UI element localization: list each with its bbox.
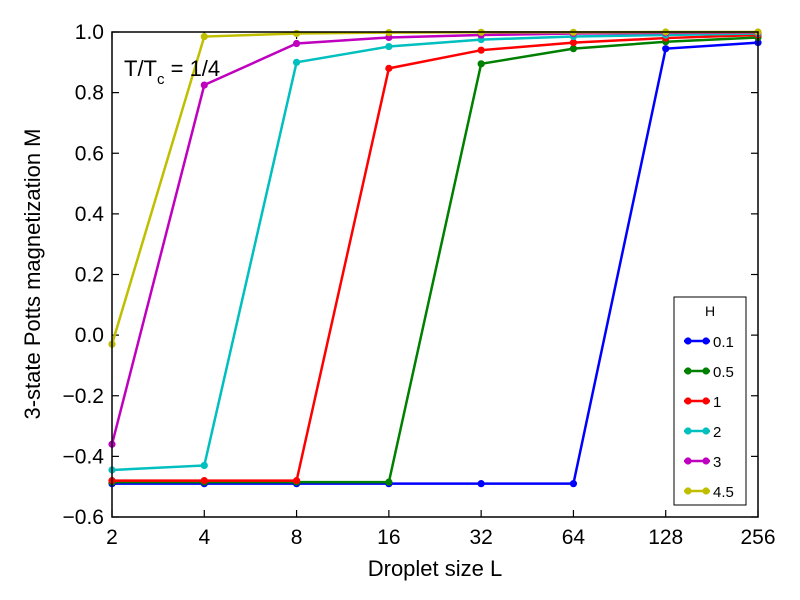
data-point xyxy=(292,477,301,485)
series-line xyxy=(111,32,759,472)
legend-swatch-marker xyxy=(684,487,692,495)
y-tick-label: −0.4 xyxy=(63,445,105,468)
legend-swatch-marker xyxy=(684,427,692,435)
data-point xyxy=(200,32,208,41)
data-point xyxy=(292,58,301,66)
annotation-tail: = 1/4 xyxy=(165,56,221,81)
legend-swatch-marker xyxy=(684,367,692,375)
data-point xyxy=(200,81,208,89)
data-point xyxy=(662,45,670,53)
y-tick-label: −0.6 xyxy=(63,506,104,529)
y-tick-label: 0.4 xyxy=(75,203,105,226)
legend-swatch-marker xyxy=(684,457,692,465)
legend-item: 2 xyxy=(684,424,721,441)
series-0-1 xyxy=(108,39,762,488)
data-point xyxy=(292,29,301,38)
x-tick-label: 16 xyxy=(377,526,400,549)
data-point xyxy=(477,480,485,488)
legend-label: 0.1 xyxy=(713,334,734,351)
temperature-annotation: T/Tc = 1/4 xyxy=(124,56,220,88)
series-line xyxy=(112,33,759,482)
data-point xyxy=(569,480,578,488)
data-point xyxy=(477,46,485,54)
legend-label: 3 xyxy=(713,454,721,471)
legend-label: 0.5 xyxy=(713,364,734,381)
data-point xyxy=(569,45,578,53)
annotation-subscript: c xyxy=(157,71,165,88)
legend-items: 0.1 0.5 1 2 3 4.5 xyxy=(684,334,734,501)
legend-item: 0.5 xyxy=(684,364,734,381)
data-point xyxy=(477,60,485,68)
data-point xyxy=(292,39,301,48)
legend-swatch-marker xyxy=(702,337,710,345)
legend-title: H xyxy=(705,303,715,319)
x-tick-label: 32 xyxy=(469,526,492,549)
x-tick-label: 256 xyxy=(740,526,775,549)
y-tick-label: 0.2 xyxy=(75,264,104,287)
data-point xyxy=(385,478,393,486)
series-line xyxy=(112,36,759,484)
series-0-5 xyxy=(108,33,762,486)
series-1 xyxy=(108,31,762,485)
data-point xyxy=(200,477,208,485)
y-tick-label: 1.0 xyxy=(75,21,104,44)
x-tick-label: 4 xyxy=(198,526,210,549)
legend-label: 1 xyxy=(713,394,721,411)
legend: H 0.1 0.5 1 2 3 4.5 xyxy=(673,296,747,506)
legend-swatch-marker xyxy=(702,427,710,435)
legend-swatch-marker xyxy=(684,337,692,345)
data-point xyxy=(569,39,578,47)
y-tick-label: 0.0 xyxy=(75,324,104,347)
data-point xyxy=(385,42,393,51)
series-line xyxy=(110,31,759,445)
legend-item: 3 xyxy=(684,454,721,471)
series-layer xyxy=(108,28,762,488)
x-axis-label: Droplet size L xyxy=(368,556,503,581)
legend-swatch-marker xyxy=(702,457,710,465)
legend-label: 4.5 xyxy=(713,484,734,501)
x-tick-label: 128 xyxy=(648,526,683,549)
data-point xyxy=(200,461,208,470)
x-tick-label: 64 xyxy=(562,526,586,549)
x-tick-label: 8 xyxy=(291,526,303,549)
legend-item: 0.1 xyxy=(684,334,734,351)
y-tick-label: −0.2 xyxy=(63,385,104,408)
y-tick-labels: −0.6 −0.4 −0.2 0.0 0.2 0.4 0.6 0.8 1.0 xyxy=(63,21,105,529)
legend-swatch-marker xyxy=(702,367,710,375)
legend-label: 2 xyxy=(713,424,721,441)
series-line xyxy=(112,41,759,485)
legend-swatch-marker xyxy=(702,487,710,495)
legend-swatch-marker xyxy=(684,397,692,405)
y-tick-label: 0.8 xyxy=(75,82,104,105)
legend-item: 1 xyxy=(684,394,721,411)
series-2 xyxy=(108,29,762,474)
legend-item: 4.5 xyxy=(684,484,734,501)
annotation-main: T/T xyxy=(124,56,157,81)
x-tick-labels: 2 4 8 16 32 64 128 256 xyxy=(106,526,775,549)
y-axis-label: 3-state Potts magnetization M xyxy=(20,128,45,419)
data-point xyxy=(385,64,393,72)
legend-swatch-marker xyxy=(702,397,710,405)
plot-frame xyxy=(111,31,759,518)
series-3 xyxy=(108,29,762,448)
y-tick-label: 0.6 xyxy=(75,142,104,165)
x-tick-label: 2 xyxy=(106,526,118,549)
